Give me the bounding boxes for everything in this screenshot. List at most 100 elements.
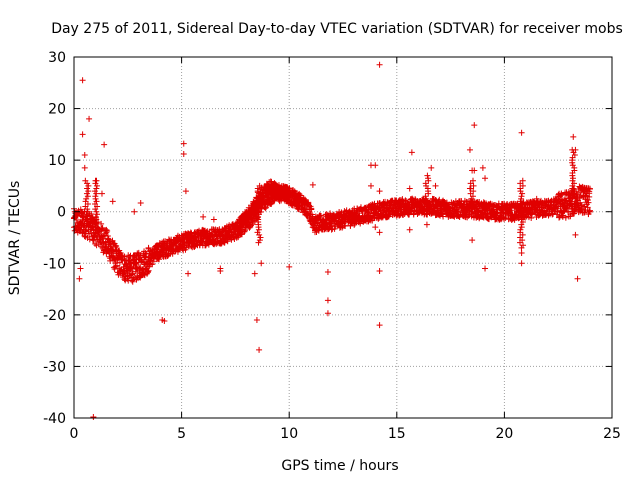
data-point: [571, 151, 578, 158]
data-point: [470, 177, 477, 184]
data-point: [82, 213, 89, 220]
plot-frame: [73, 56, 613, 419]
data-point: [85, 182, 92, 189]
outlier-point-55: [469, 237, 476, 244]
data-point: [77, 206, 84, 213]
outlier-point-26: [256, 346, 263, 353]
data-point: [126, 253, 133, 260]
outlier-point-59: [482, 265, 489, 272]
data-point: [93, 185, 100, 192]
data-point: [424, 208, 431, 215]
outlier-point-22: [210, 216, 217, 223]
data-point: [519, 231, 526, 238]
data-point: [465, 212, 472, 219]
data-point: [82, 177, 89, 184]
data-point: [467, 190, 474, 197]
outlier-point-34: [324, 310, 331, 317]
data-point: [142, 254, 149, 261]
outlier-point-11: [109, 198, 116, 205]
data-point: [342, 223, 349, 230]
data-point: [574, 191, 581, 198]
data-point: [255, 211, 262, 218]
outlier-point-38: [367, 182, 374, 189]
data-point: [518, 216, 525, 223]
data-point: [586, 185, 593, 192]
outlier-point-65: [570, 133, 577, 140]
data-point: [422, 193, 429, 200]
data-point: [255, 206, 262, 213]
data-point: [519, 211, 526, 218]
outlier-point-32: [324, 269, 331, 276]
outlier-point-10: [98, 190, 105, 197]
data-point: [256, 237, 263, 244]
data-point: [84, 193, 91, 200]
outlier-point-19: [182, 188, 189, 195]
outlier-point-20: [185, 270, 192, 277]
y-tick-label-0: 0: [57, 205, 66, 221]
data-point: [110, 247, 117, 254]
data-point: [528, 214, 535, 221]
outlier-point-51: [458, 198, 465, 205]
data-point: [422, 180, 429, 187]
outlier-point-41: [376, 268, 383, 275]
x-tick-label-25: 25: [603, 426, 621, 442]
data-point: [246, 213, 253, 220]
data-point: [137, 252, 144, 259]
x-tick-label-10: 10: [280, 426, 298, 442]
outlier-point-35: [340, 213, 346, 220]
outlier-point-50: [432, 182, 439, 189]
y-tick-label--30: -30: [43, 359, 66, 375]
outlier-point-48: [423, 221, 430, 228]
data-point: [254, 229, 261, 236]
outlier-point-46: [406, 185, 413, 192]
outlier-point-13: [137, 199, 144, 206]
data-point: [517, 180, 524, 187]
outlier-point-6: [77, 265, 84, 272]
outlier-point-21: [200, 213, 207, 220]
data-point: [93, 208, 100, 215]
data-point: [174, 248, 181, 255]
y-tick-label-10: 10: [48, 153, 66, 169]
data-point: [93, 190, 100, 197]
axis-ticks: 0 5 10 15 20 25 -40 -30 -20 -10 0 10 20 30: [43, 50, 621, 442]
data-point: [424, 206, 431, 213]
data-point: [315, 227, 322, 234]
outlier-point-0: [79, 77, 86, 84]
data-point: [254, 215, 261, 222]
outlier-point-5: [81, 164, 88, 171]
data-point: [425, 175, 432, 182]
data-point: [470, 182, 477, 189]
data-point: [507, 207, 514, 214]
data-point: [92, 224, 99, 231]
data-point: [399, 196, 406, 203]
outlier-point-37: [372, 162, 379, 169]
data-point: [81, 232, 88, 239]
outlier-point-4: [81, 151, 88, 158]
outlier-point-18: [180, 150, 187, 157]
data-point: [249, 209, 256, 216]
x-tick-label-5: 5: [177, 426, 186, 442]
outlier-point-24: [217, 268, 224, 275]
outlier-point-27: [258, 260, 265, 267]
x-tick-label-15: 15: [388, 426, 406, 442]
data-point: [98, 220, 105, 227]
outlier-point-64: [533, 195, 540, 202]
data-point: [559, 212, 566, 219]
data-point: [285, 193, 292, 200]
data-point: [562, 214, 569, 221]
outlier-point-28: [251, 270, 258, 277]
outlier-point-14: [129, 274, 136, 281]
data-point: [403, 198, 410, 205]
data-point: [242, 226, 249, 233]
chart-title: Day 275 of 2011, Sidereal Day-to-day VTE…: [51, 21, 623, 37]
y-tick-label--40: -40: [43, 411, 66, 427]
data-point: [571, 180, 578, 187]
data-point: [469, 203, 476, 210]
data-point: [117, 267, 124, 274]
data-point: [255, 190, 262, 197]
outlier-point-43: [376, 61, 383, 68]
x-tick-label-20: 20: [495, 426, 513, 442]
outlier-point-42: [376, 322, 383, 329]
outlier-point-62: [518, 249, 525, 256]
data-point: [113, 242, 120, 249]
